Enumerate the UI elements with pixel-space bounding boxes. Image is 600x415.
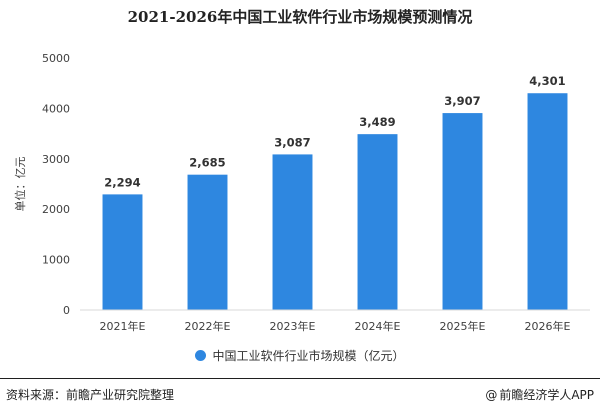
y-tick-label: 5000 bbox=[42, 52, 70, 65]
value-labels: 2,294 2,685 3,087 3,489 3,907 4,301 bbox=[104, 74, 565, 189]
bar bbox=[272, 154, 313, 310]
y-tick-label: 0 bbox=[63, 304, 70, 317]
x-tick-label: 2021年E bbox=[100, 319, 146, 333]
y-tick-label: 1000 bbox=[42, 254, 70, 267]
source-note: 资料来源：前瞻产业研究院整理 bbox=[6, 388, 175, 402]
x-tick-label: 2025年E bbox=[440, 319, 486, 333]
bar bbox=[102, 194, 143, 310]
x-tick-label: 2022年E bbox=[185, 319, 231, 333]
value-label: 2,294 bbox=[104, 175, 140, 189]
value-label: 4,301 bbox=[529, 74, 565, 88]
bar-chart: 0 1000 2000 3000 4000 5000 2,294 2,685 3,087 3,4… bbox=[13, 52, 590, 333]
at-sign-icon: @ bbox=[485, 388, 498, 402]
value-label: 3,907 bbox=[444, 94, 480, 108]
y-axis: 0 1000 2000 3000 4000 5000 bbox=[42, 52, 70, 317]
brand-credit: @ 前瞻经济学人APP bbox=[485, 386, 594, 403]
y-tick-label: 3000 bbox=[42, 153, 70, 166]
bars bbox=[102, 93, 568, 311]
bar bbox=[442, 113, 483, 311]
x-tick-label: 2024年E bbox=[355, 319, 401, 333]
value-label: 3,489 bbox=[359, 115, 395, 129]
bar bbox=[187, 174, 228, 310]
bar bbox=[357, 134, 398, 310]
x-axis: 2021年E 2022年E 2023年E 2024年E 2025年E 2026年E bbox=[80, 309, 590, 333]
y-axis-label: 单位：亿元 bbox=[13, 157, 27, 212]
x-tick-label: 2023年E bbox=[270, 319, 316, 333]
legend: 中国工业软件行业市场规模（亿元） bbox=[0, 347, 600, 364]
footer-divider bbox=[0, 378, 600, 379]
chart-title: 2021-2026年中国工业软件行业市场规模预测情况 bbox=[127, 8, 473, 26]
brand-name: 前瞻经济学人APP bbox=[499, 388, 594, 402]
legend-label: 中国工业软件行业市场规模（亿元） bbox=[212, 349, 405, 363]
x-tick-label: 2026年E bbox=[525, 319, 571, 333]
bar bbox=[527, 93, 568, 310]
legend-swatch bbox=[195, 350, 207, 361]
value-label: 3,087 bbox=[274, 135, 310, 149]
y-tick-label: 2000 bbox=[42, 203, 70, 216]
value-label: 2,685 bbox=[189, 156, 225, 170]
y-tick-label: 4000 bbox=[42, 102, 70, 115]
